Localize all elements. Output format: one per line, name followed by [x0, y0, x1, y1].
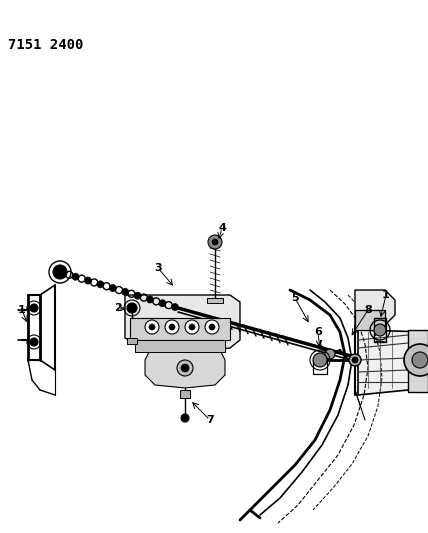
Circle shape — [349, 354, 361, 366]
Text: 2: 2 — [114, 303, 122, 313]
Text: 7151 2400: 7151 2400 — [8, 38, 83, 52]
Text: 5: 5 — [291, 293, 299, 303]
Text: 7: 7 — [206, 415, 214, 425]
Circle shape — [185, 320, 199, 334]
Bar — [127, 338, 137, 344]
Circle shape — [30, 304, 38, 312]
Circle shape — [313, 353, 327, 367]
Bar — [313, 360, 327, 374]
Circle shape — [109, 285, 116, 292]
Text: 6: 6 — [314, 327, 322, 337]
Circle shape — [212, 239, 218, 245]
Circle shape — [134, 292, 141, 299]
Circle shape — [171, 304, 178, 311]
Circle shape — [97, 281, 104, 288]
Circle shape — [205, 320, 219, 334]
Bar — [207, 298, 223, 303]
Circle shape — [149, 324, 155, 330]
Circle shape — [209, 324, 215, 330]
Circle shape — [122, 288, 129, 295]
Bar — [130, 318, 230, 340]
Bar — [135, 340, 225, 352]
Circle shape — [374, 324, 386, 336]
Polygon shape — [408, 330, 428, 392]
Bar — [180, 390, 190, 398]
Circle shape — [325, 349, 335, 359]
Polygon shape — [358, 330, 428, 395]
Circle shape — [181, 414, 189, 422]
Circle shape — [352, 357, 358, 363]
Circle shape — [181, 364, 189, 372]
Text: 4: 4 — [218, 223, 226, 233]
Circle shape — [30, 338, 38, 346]
Circle shape — [177, 360, 193, 376]
Bar — [355, 310, 385, 330]
Circle shape — [84, 277, 92, 284]
Circle shape — [208, 235, 222, 249]
Circle shape — [159, 300, 166, 307]
Text: 1: 1 — [18, 305, 26, 315]
Circle shape — [169, 324, 175, 330]
Circle shape — [146, 296, 154, 303]
Polygon shape — [355, 290, 395, 325]
Circle shape — [412, 352, 428, 368]
Circle shape — [165, 320, 179, 334]
Circle shape — [404, 344, 428, 376]
Circle shape — [127, 303, 137, 313]
Text: 1: 1 — [382, 290, 390, 300]
Circle shape — [189, 324, 195, 330]
Text: 8: 8 — [364, 305, 372, 315]
Circle shape — [53, 265, 67, 279]
Text: 3: 3 — [154, 263, 162, 273]
Bar — [374, 318, 386, 342]
Polygon shape — [145, 350, 225, 388]
Circle shape — [59, 270, 67, 277]
Polygon shape — [125, 295, 240, 352]
Circle shape — [145, 320, 159, 334]
Circle shape — [72, 273, 79, 280]
